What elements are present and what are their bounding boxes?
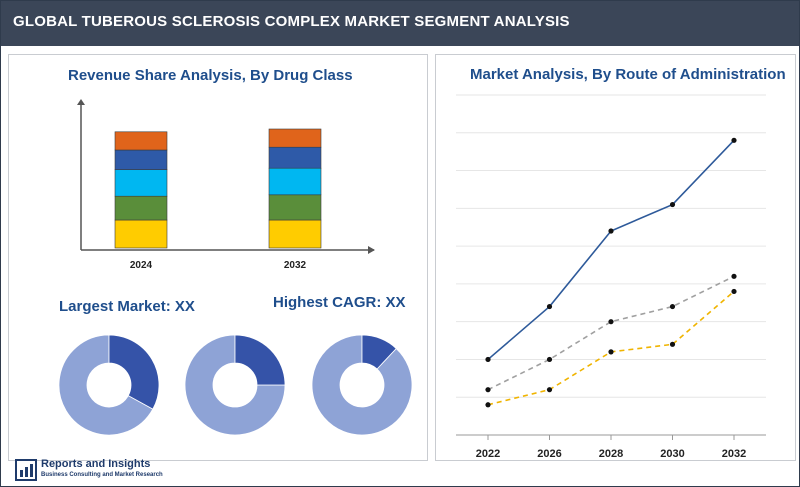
page-title: GLOBAL TUBEROUS SCLEROSIS COMPLEX MARKET… bbox=[13, 13, 570, 30]
line-point-1-2028 bbox=[608, 228, 614, 234]
bar-segment-2032-2 bbox=[268, 194, 322, 221]
donut-charts bbox=[58, 335, 413, 436]
line-point-2-2022 bbox=[485, 387, 491, 393]
line-tick-2026: 2026 bbox=[537, 448, 561, 460]
line-point-3-2026 bbox=[546, 387, 553, 393]
donut-1-slice-1 bbox=[58, 335, 154, 436]
line-point-2-2028 bbox=[608, 319, 614, 325]
line-series-2 bbox=[487, 275, 735, 391]
line-tick-2028: 2028 bbox=[599, 448, 623, 460]
bar-segment-2032-5 bbox=[268, 128, 322, 148]
company-logo: Reports and Insights Business Consulting… bbox=[15, 458, 215, 484]
bar-y-axis-arrow bbox=[77, 99, 85, 105]
line-tick-2032: 2032 bbox=[722, 448, 746, 460]
donut-2-slice-2 bbox=[234, 335, 286, 386]
donut-2-slice-1 bbox=[184, 335, 286, 436]
line-point-3-2028 bbox=[608, 349, 614, 355]
line-point-3-2022 bbox=[485, 402, 491, 408]
line-series-3 bbox=[487, 290, 735, 406]
line-chart: 2022 2026 2028 2030 2032 bbox=[456, 94, 766, 460]
logo-icon bbox=[15, 459, 37, 481]
line-point-1-2022 bbox=[485, 356, 491, 363]
right-panel: Market Analysis, By Route of Administrat… bbox=[435, 54, 796, 461]
bar-segment-2032-3 bbox=[268, 167, 322, 196]
bar-tick-2032: 2032 bbox=[284, 260, 307, 271]
stacked-bar-chart: 2024 2032 bbox=[77, 99, 375, 271]
line-point-1-2030 bbox=[669, 201, 676, 208]
bar-x-axis-arrow bbox=[368, 246, 375, 254]
bar-chart-title: Revenue Share Analysis, By Drug Class bbox=[68, 67, 353, 84]
bar-segment-2032-4 bbox=[268, 146, 322, 169]
logo-name: Reports and Insights bbox=[41, 458, 151, 470]
bar-segment-2024-1 bbox=[114, 219, 168, 249]
line-tick-2022: 2022 bbox=[476, 448, 500, 460]
header-bar: GLOBAL TUBEROUS SCLEROSIS COMPLEX MARKET… bbox=[1, 1, 799, 46]
largest-market-label: Largest Market: XX bbox=[59, 298, 195, 315]
line-point-2-2026 bbox=[546, 356, 553, 363]
bar-segment-2024-5 bbox=[114, 131, 168, 151]
bar-tick-2024: 2024 bbox=[130, 260, 153, 271]
line-chart-title: Market Analysis, By Route of Administrat… bbox=[470, 66, 786, 83]
line-point-2-2032 bbox=[731, 273, 737, 279]
donut-3-slice-1 bbox=[311, 335, 413, 436]
line-point-1-2026 bbox=[546, 303, 553, 310]
line-point-3-2030 bbox=[669, 341, 676, 347]
bar-segment-2024-3 bbox=[114, 169, 168, 197]
line-tick-2030: 2030 bbox=[660, 448, 684, 460]
line-series-1 bbox=[487, 139, 735, 361]
bar-segment-2024-2 bbox=[114, 195, 168, 221]
bar-segment-2032-1 bbox=[268, 219, 322, 249]
line-point-2-2030 bbox=[669, 303, 676, 310]
logo-tagline: Business Consulting and Market Research bbox=[41, 472, 163, 478]
bar-segment-2024-4 bbox=[114, 149, 168, 170]
highest-cagr-label: Highest CAGR: XX bbox=[273, 294, 406, 311]
donut-1-slice-2 bbox=[108, 335, 160, 410]
donut-3-slice-2 bbox=[361, 335, 397, 370]
left-panel: Revenue Share Analysis, By Drug Class 20… bbox=[8, 54, 428, 461]
line-point-3-2032 bbox=[731, 288, 737, 295]
line-point-1-2032 bbox=[731, 137, 737, 143]
